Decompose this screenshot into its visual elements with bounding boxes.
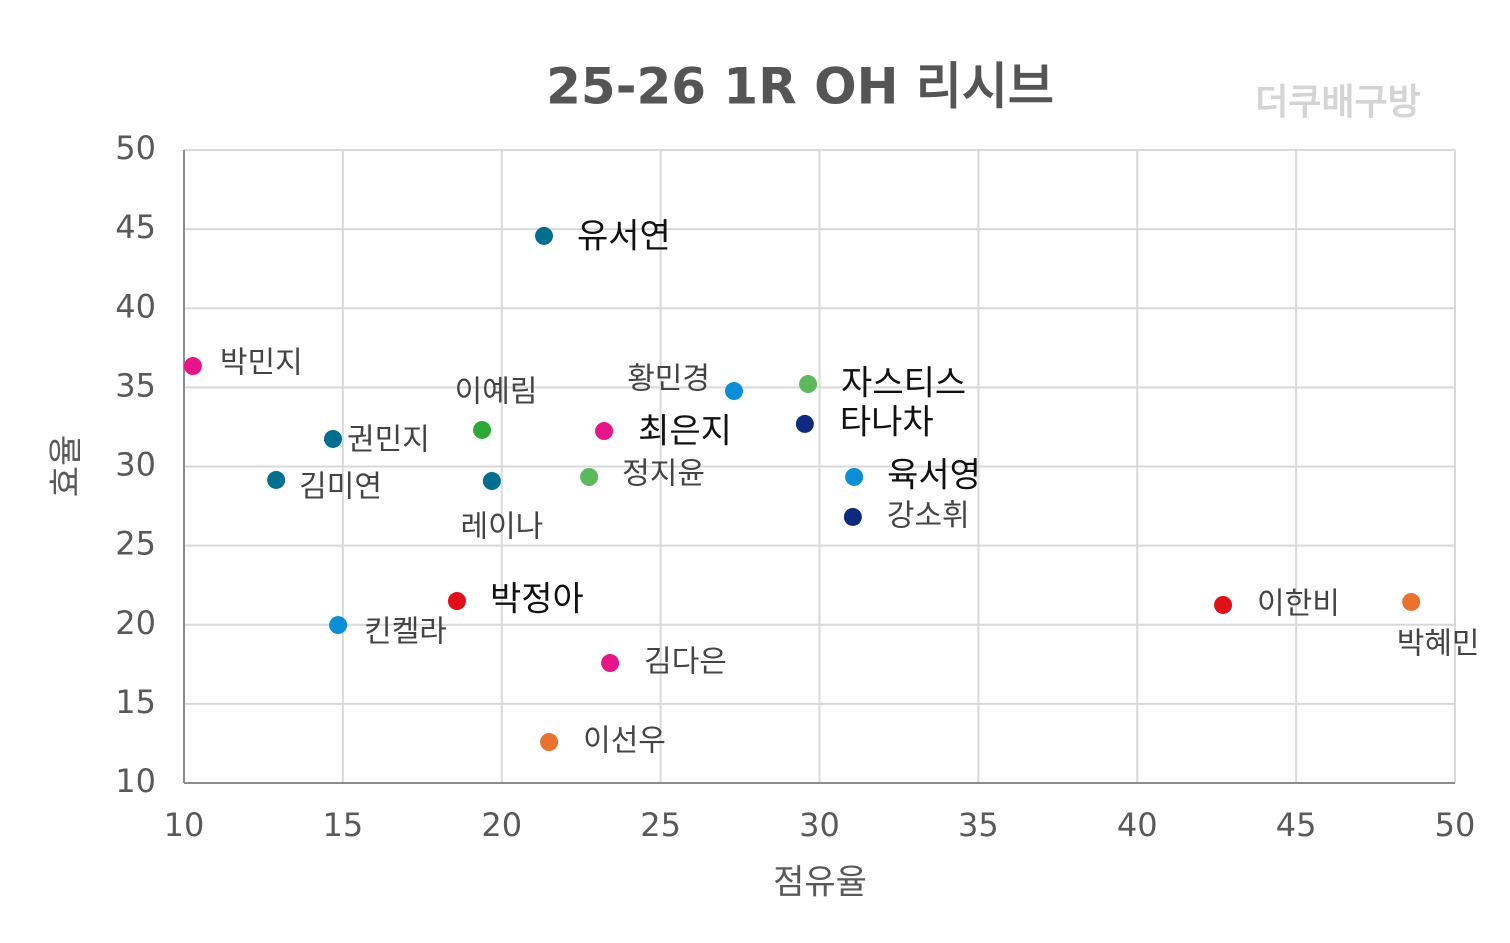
point	[845, 467, 864, 486]
point-label: 강소휘	[887, 498, 970, 533]
y-tick-label: 50	[115, 129, 156, 167]
point-label: 레이나	[460, 510, 543, 545]
point-label: 김미연	[299, 469, 382, 504]
point-label: 타나차	[840, 402, 934, 442]
point	[725, 382, 744, 401]
x-tick-label: 40	[1117, 806, 1158, 844]
point-label: 김다은	[644, 645, 727, 680]
point-label: 유서연	[577, 216, 671, 256]
point	[482, 472, 501, 491]
y-tick-label: 30	[115, 446, 156, 484]
point-label: 황민경	[627, 362, 710, 397]
point-label: 정지윤	[622, 456, 705, 491]
x-tick-label: 50	[1435, 806, 1476, 844]
point	[540, 733, 559, 752]
point	[1214, 595, 1233, 614]
y-tick-label: 45	[115, 208, 156, 246]
point-label: 이예림	[455, 374, 538, 409]
y-tick-label: 10	[115, 762, 156, 800]
point	[795, 414, 814, 433]
x-tick-label: 10	[164, 806, 205, 844]
y-tick-label: 40	[115, 287, 156, 325]
point	[473, 420, 492, 439]
point	[1402, 592, 1421, 611]
point	[601, 654, 620, 673]
y-axis-title: 효율	[47, 435, 87, 498]
point	[329, 616, 348, 635]
x-tick-label: 15	[323, 806, 364, 844]
point	[580, 467, 599, 486]
point-label: 육서영	[887, 455, 981, 495]
point	[843, 507, 862, 526]
x-tick-label: 20	[481, 806, 522, 844]
point-label: 권민지	[347, 422, 430, 457]
watermark: 더쿠배구방	[1255, 82, 1421, 123]
chart-title: 25-26 1R OH 리시브	[546, 58, 1054, 116]
x-tick-label: 30	[799, 806, 840, 844]
point-label: 킨켈라	[364, 615, 447, 650]
x-axis-title: 점유율	[773, 863, 867, 903]
point-label: 최은지	[638, 412, 732, 452]
point-label: 박혜민	[1397, 626, 1480, 661]
point-label: 박민지	[220, 346, 303, 381]
x-tick-label: 45	[1276, 806, 1317, 844]
point-label: 자스티스	[841, 364, 966, 404]
y-tick-label: 15	[115, 683, 156, 721]
point	[595, 422, 614, 441]
point	[535, 226, 554, 245]
point-label: 이선우	[583, 724, 666, 759]
point	[447, 592, 466, 611]
point-label: 이한비	[1257, 586, 1340, 621]
x-tick-label: 35	[958, 806, 999, 844]
point	[799, 375, 818, 394]
point-label: 박정아	[490, 580, 584, 620]
x-tick-label: 25	[640, 806, 681, 844]
y-tick-label: 35	[115, 366, 156, 404]
y-tick-label: 20	[115, 604, 156, 642]
point	[267, 470, 286, 489]
point	[183, 357, 202, 376]
y-tick-label: 25	[115, 525, 156, 563]
point	[324, 429, 343, 448]
